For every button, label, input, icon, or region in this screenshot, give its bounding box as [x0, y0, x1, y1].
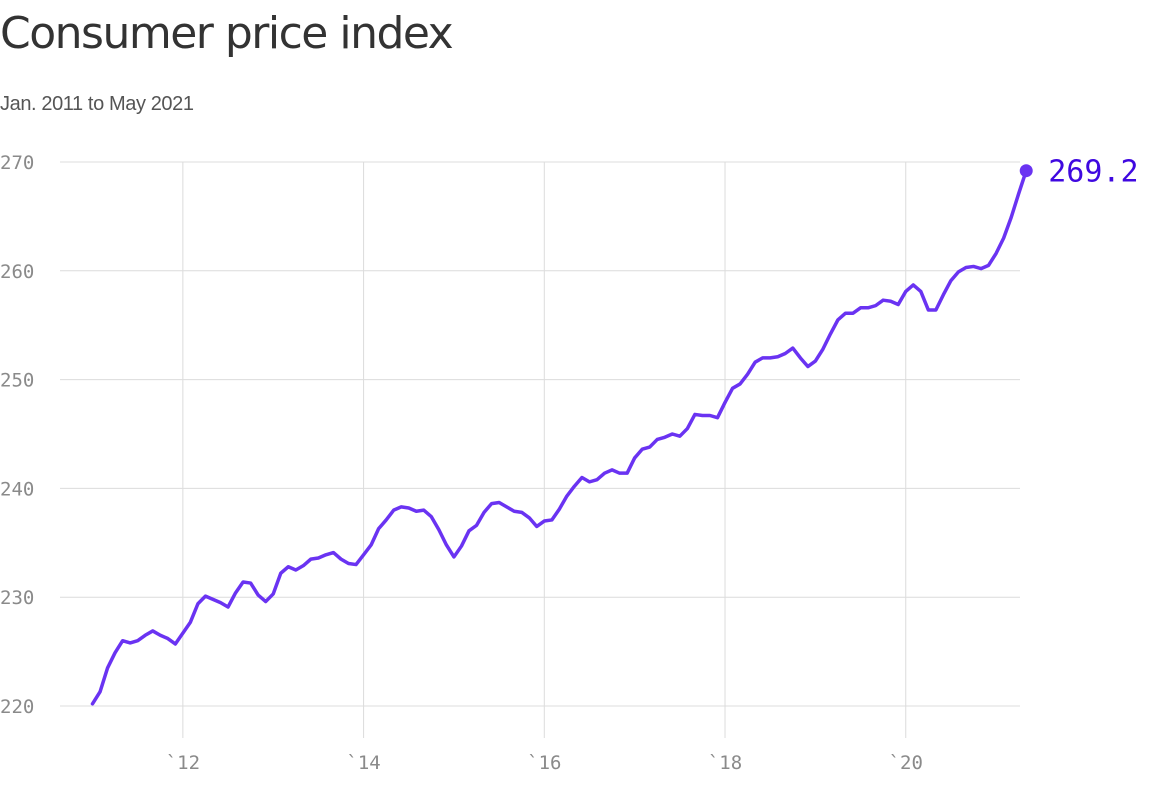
x-tick-label: `18: [708, 752, 742, 774]
y-tick-label: 250: [0, 370, 34, 392]
y-axis-labels: 220 230 240 250 260 270: [0, 152, 34, 718]
y-tick-label: 240: [0, 478, 34, 500]
x-tick-label: `12: [166, 752, 200, 774]
y-tick-label: 270: [0, 152, 34, 174]
latest-value-label: 269.2: [1048, 155, 1138, 190]
latest-value-marker: [1019, 164, 1033, 178]
y-tick-label: 230: [0, 587, 34, 609]
x-tick-label: `14: [346, 752, 380, 774]
y-gridlines: [60, 161, 1020, 707]
x-gridlines: [182, 162, 907, 738]
y-tick-label: 260: [0, 261, 34, 283]
cpi-series-line: [90, 168, 1028, 706]
chart-title: Consumer price index: [0, 8, 454, 59]
chart-subtitle: Jan. 2011 to May 2021: [0, 93, 194, 115]
x-tick-label: `16: [527, 752, 561, 774]
y-tick-label: 220: [0, 696, 34, 718]
x-axis-labels: `12 `14 `16 `18 `20: [166, 752, 923, 774]
x-tick-label: `20: [889, 752, 923, 774]
